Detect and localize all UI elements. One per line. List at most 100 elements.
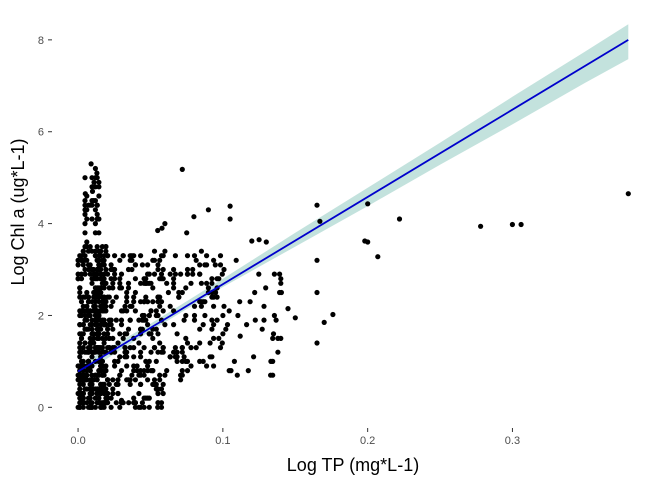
data-point (141, 317, 147, 323)
data-point (143, 358, 149, 364)
fit-line (77, 39, 629, 373)
data-point (113, 317, 119, 323)
data-point (85, 294, 92, 300)
data-point (145, 363, 151, 369)
data-point (87, 312, 93, 319)
data-point (117, 285, 123, 291)
data-point (151, 248, 158, 254)
data-point (158, 404, 165, 410)
data-point (157, 372, 163, 378)
data-point (85, 404, 92, 410)
data-point (80, 404, 86, 410)
data-point (157, 340, 163, 346)
data-point (207, 354, 213, 360)
data-point (183, 285, 189, 291)
data-point (151, 377, 158, 383)
data-point (106, 294, 112, 300)
data-point (136, 372, 142, 378)
data-point (204, 363, 210, 369)
data-point (78, 299, 85, 305)
data-point (127, 303, 133, 309)
data-point (145, 299, 151, 305)
data-point (115, 390, 121, 397)
data-point (155, 331, 161, 337)
data-point (171, 285, 177, 291)
data-point (96, 253, 102, 259)
data-point (252, 317, 258, 323)
data-point (124, 363, 130, 369)
data-point (94, 317, 100, 323)
data-point (227, 203, 233, 209)
data-point (103, 266, 109, 273)
data-point (158, 299, 165, 305)
data-point (78, 312, 85, 319)
data-point (184, 266, 191, 273)
data-point (178, 377, 184, 383)
y-tick-label: 8 (38, 35, 44, 47)
data-point (118, 317, 125, 323)
data-point (146, 312, 152, 319)
data-point (375, 254, 381, 260)
data-point (115, 340, 121, 346)
data-point (101, 317, 107, 323)
data-point (85, 308, 92, 314)
y-axis-title: Log Chl a (ug*L-1) (8, 138, 28, 285)
data-point (92, 303, 98, 309)
data-point (110, 326, 116, 332)
data-point (110, 280, 116, 286)
data-point (138, 381, 144, 387)
data-point (87, 322, 93, 328)
data-point (314, 289, 320, 296)
data-point (82, 230, 88, 236)
data-point (101, 322, 107, 328)
data-point (110, 390, 116, 397)
data-point (244, 322, 250, 328)
data-point (209, 280, 215, 286)
data-point (118, 368, 125, 374)
data-point (153, 312, 159, 319)
data-point (146, 404, 152, 410)
data-point (92, 207, 98, 213)
data-point (191, 253, 198, 259)
data-point (157, 303, 163, 309)
data-point (145, 395, 151, 401)
data-point (157, 257, 163, 263)
points-layer (75, 161, 631, 410)
data-point (172, 271, 178, 277)
data-point (275, 335, 281, 341)
data-point (106, 335, 112, 341)
data-point (268, 372, 274, 378)
data-point (261, 303, 267, 309)
data-point (234, 372, 240, 378)
data-point (205, 285, 211, 291)
data-point (171, 280, 177, 286)
data-point (314, 340, 320, 346)
data-point (125, 326, 132, 332)
data-point (103, 299, 109, 305)
data-point (155, 400, 161, 406)
data-point (237, 333, 243, 339)
data-point (92, 198, 98, 204)
confidence-band (78, 24, 629, 377)
data-point (105, 326, 111, 332)
data-point (292, 315, 298, 321)
data-point (127, 381, 133, 387)
data-point (78, 395, 85, 401)
data-point (146, 271, 152, 277)
data-point (122, 349, 128, 355)
data-point (106, 285, 112, 291)
data-point (270, 335, 276, 341)
data-point (214, 294, 220, 300)
data-point (155, 266, 161, 273)
data-point (191, 312, 198, 319)
data-point (94, 202, 100, 208)
data-point (103, 386, 109, 392)
data-point (82, 221, 88, 227)
data-point (84, 216, 90, 222)
data-point (191, 214, 197, 220)
data-point (106, 322, 112, 328)
data-point (118, 397, 125, 403)
data-point (110, 266, 116, 273)
data-point (219, 340, 225, 346)
data-point (75, 377, 81, 383)
